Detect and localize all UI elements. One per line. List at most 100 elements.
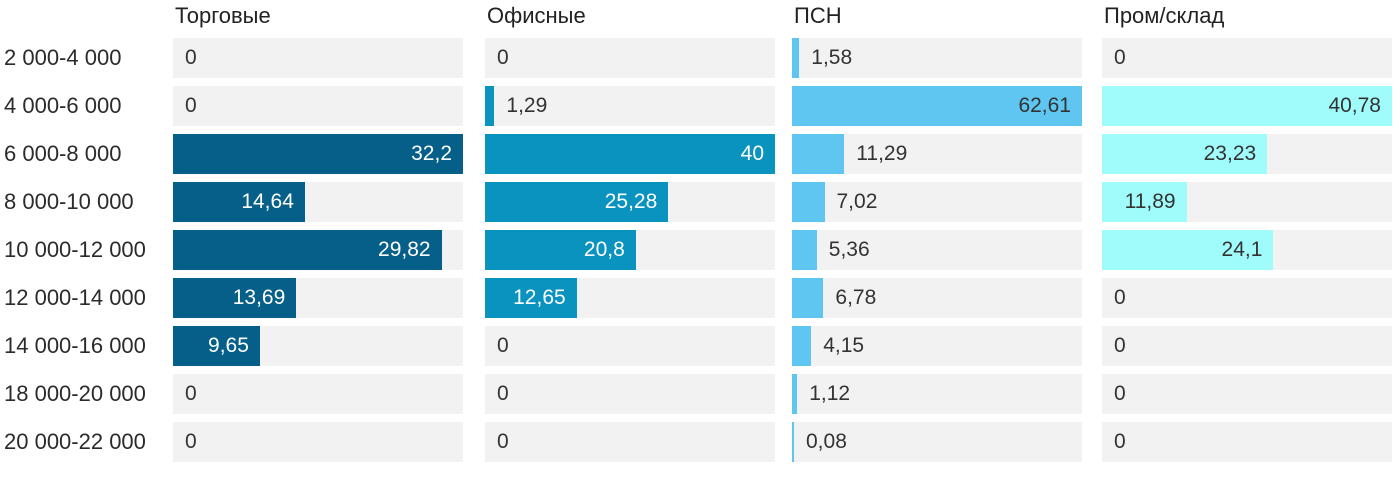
bar-track: 0: [1102, 278, 1392, 318]
bar: [792, 230, 817, 270]
bar-value-label: 0: [1114, 286, 1126, 309]
bar-track: 6,78: [792, 278, 1082, 318]
bar-value-label: 40,78: [1328, 94, 1381, 117]
bar: [792, 134, 845, 174]
row-label: 14 000-16 000: [4, 333, 146, 358]
bar: [792, 182, 825, 222]
bar: [485, 134, 775, 174]
row-label: 20 000-22 000: [4, 429, 146, 454]
bar-track: 11,89: [1102, 182, 1392, 222]
row-label: 12 000-14 000: [4, 285, 146, 310]
bar-value-label: 4,15: [823, 334, 865, 357]
bar-value-label: 0: [497, 430, 509, 453]
bar-value-label: 0: [1114, 430, 1126, 453]
bar-track: 1,12: [792, 374, 1082, 414]
row-label: 2 000-4 000: [4, 45, 122, 70]
bar-track: 40,78: [1102, 86, 1392, 126]
bar-value-label: 11,89: [1124, 190, 1176, 213]
bar-track: 0: [1102, 422, 1392, 462]
bar-value-label: 0: [1114, 334, 1126, 357]
bar-track: 0: [1102, 38, 1392, 78]
bar-value-label: 0,08: [806, 430, 847, 453]
bar-value-label: 6,78: [835, 286, 877, 309]
bar-track: 13,69: [173, 278, 463, 318]
bar-value-label: 24,1: [1221, 238, 1263, 261]
bar: [173, 230, 442, 270]
bar-track: 9,65: [173, 326, 463, 366]
bar: [173, 278, 297, 318]
bar: [1102, 86, 1392, 126]
bar-value-label: 20,8: [583, 238, 625, 261]
bar-track: 0,08: [792, 422, 1082, 462]
row-label: 18 000-20 000: [4, 381, 146, 406]
bar-track: 0: [485, 374, 775, 414]
bar-track: 0: [173, 38, 463, 78]
bar: [792, 278, 824, 318]
bar-value-label: 0: [185, 94, 197, 117]
bar-value-label: 1,12: [809, 382, 851, 405]
bar-value-label: 40: [740, 142, 764, 165]
bar-track: 12,65: [485, 278, 775, 318]
bar: [173, 326, 260, 366]
bar-value-label: 14,64: [241, 190, 294, 213]
bar-track: 4,15: [792, 326, 1082, 366]
bar-value-label: 29,82: [378, 238, 431, 261]
bar-value-label: 5,36: [828, 238, 870, 261]
bar: [792, 374, 798, 414]
row-label: 10 000-12 000: [4, 237, 146, 262]
bar-track: 23,23: [1102, 134, 1392, 174]
bar-track: 0: [1102, 326, 1392, 366]
bar-track: 20,8: [485, 230, 775, 270]
bar: [485, 182, 669, 222]
bar-track: 29,82: [173, 230, 463, 270]
bar-track: 62,61: [792, 86, 1082, 126]
bar: [173, 134, 463, 174]
bar: [792, 326, 812, 366]
bar-track: 1,29: [485, 86, 775, 126]
bar: [792, 422, 794, 462]
bar-track: 0: [485, 38, 775, 78]
bar-value-label: 0: [497, 334, 509, 357]
column-header-prom-sklad: Пром/склад: [1104, 3, 1225, 28]
bar-track: 0: [485, 326, 775, 366]
bar-value-label: 1,29: [506, 94, 548, 117]
bar-value-label: 9,65: [208, 334, 249, 357]
bar-value-label: 0: [185, 430, 197, 453]
bar-value-label: 0: [185, 382, 197, 405]
bar-value-label: 7,02: [836, 190, 878, 213]
bar-value-label: 11,29: [856, 142, 908, 165]
bar: [485, 230, 636, 270]
bar-track: 1,58: [792, 38, 1082, 78]
bar-value-label: 0: [497, 46, 509, 69]
bar-track: 11,29: [792, 134, 1082, 174]
bar: [1102, 230, 1274, 270]
bar-value-label: 0: [185, 46, 197, 69]
column-header-torgovye: Торговые: [175, 3, 271, 28]
bar-value-label: 23,23: [1203, 142, 1257, 165]
bar-track: 0: [173, 422, 463, 462]
bar-value-label: 0: [497, 382, 509, 405]
bar-track: 14,64: [173, 182, 463, 222]
bar-value-label: 62,61: [1018, 94, 1071, 117]
bar: [792, 38, 800, 78]
bar: [1102, 134, 1268, 174]
bar-track: 32,2: [173, 134, 463, 174]
bar-value-label: 25,28: [604, 190, 658, 213]
row-label: 4 000-6 000: [4, 93, 122, 118]
column-header-ofisnye: Офисные: [487, 3, 586, 28]
row-label: 8 000-10 000: [4, 189, 134, 214]
bar-value-label: 13,69: [232, 286, 286, 309]
bar-value-label: 0: [1114, 382, 1126, 405]
bar-value-label: 1,58: [811, 46, 853, 69]
bar-value-label: 0: [1114, 46, 1126, 69]
bar: [1102, 182, 1187, 222]
row-label: 6 000-8 000: [4, 141, 122, 166]
bar: [792, 86, 1082, 126]
bar-track: 0: [485, 422, 775, 462]
bar-track: 25,28: [485, 182, 775, 222]
bar-value-label: 32,2: [411, 142, 452, 165]
bar-track: 0: [173, 374, 463, 414]
bar: [485, 278, 577, 318]
bar-track: 7,02: [792, 182, 1082, 222]
